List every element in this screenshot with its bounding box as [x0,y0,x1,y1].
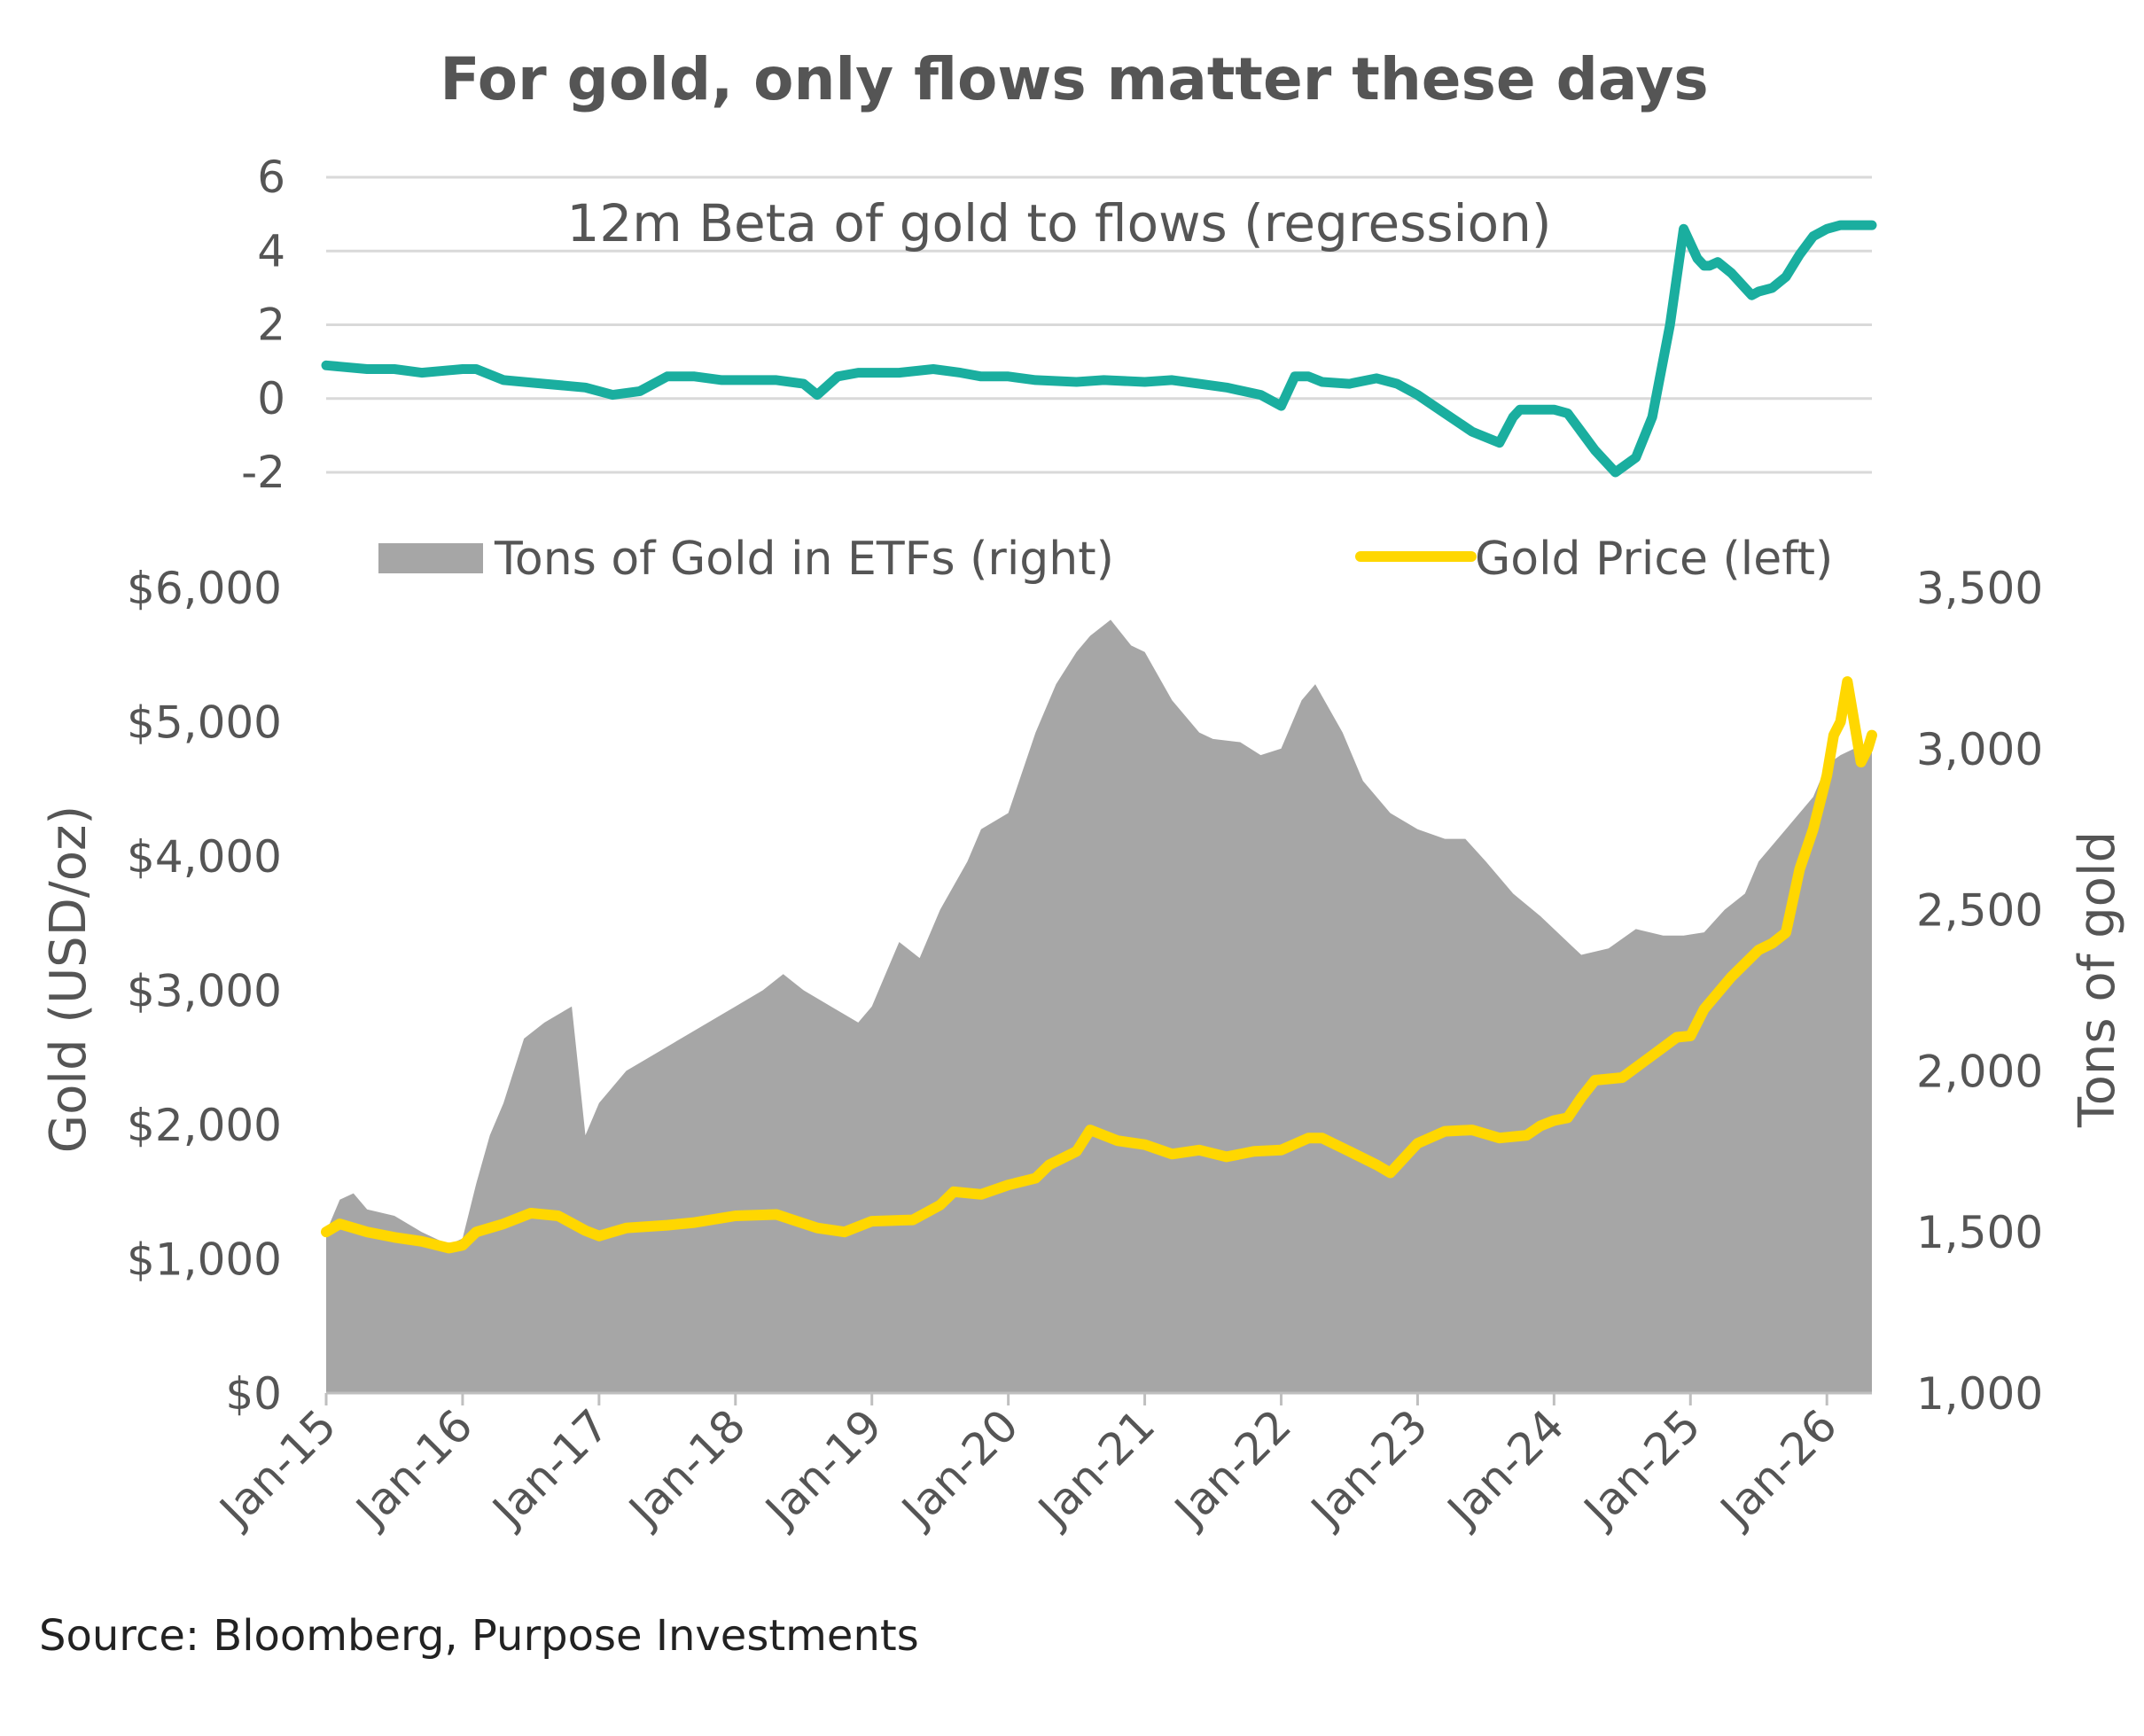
legend-swatch-etf-area [378,543,483,573]
beta-panel-subtitle: 12m Beta of gold to flows (regression) [566,193,1551,253]
x-axis-tick-label: Jan-17 [481,1399,619,1537]
right-y-tick-label: 3,000 [1916,724,2043,775]
left-y-tick-label: $2,000 [127,1100,282,1151]
x-axis-tick-label: Jan-18 [618,1399,755,1537]
beta-panel: 6 4 2 0 -2 12m Beta of gold to flows (regres… [241,152,1877,498]
beta-y-tick-label: -2 [241,447,285,498]
left-y-tick-label: $1,000 [127,1234,282,1286]
gold-panel: Jan-15 Jan-16 Jan-17 Jan-18 Jan-19 Jan-20 Jan-… [40,563,2126,1537]
right-axis-title: Tons of gold [2069,831,2126,1128]
legend: Tons of Gold in ETFs (right) Gold Price … [378,533,1833,586]
left-y-tick-label: $6,000 [127,563,282,614]
right-y-tick-labels: 3,500 3,000 2,500 2,000 1,500 1,000 [1916,563,2043,1420]
x-axis-ticks [324,1393,1828,1405]
right-y-tick-label: 2,000 [1916,1046,2043,1097]
x-axis-tick-labels: Jan-15 Jan-16 Jan-17 Jan-18 Jan-19 Jan-20 Jan-… [208,1399,1847,1537]
right-y-tick-label: 2,500 [1916,885,2043,937]
x-axis-tick-label: Jan-25 [1572,1399,1710,1537]
x-axis-tick-label: Jan-15 [208,1399,346,1537]
left-y-tick-label: $0 [225,1368,282,1420]
etf-tons-area [326,619,1872,1393]
legend-label-gold: Gold Price (left) [1475,533,1833,586]
right-y-tick-label: 1,000 [1916,1368,2043,1420]
left-y-tick-label: $3,000 [127,966,282,1017]
legend-label-etf: Tons of Gold in ETFs (right) [494,533,1114,586]
x-axis-tick-label: Jan-21 [1027,1399,1165,1537]
left-axis-title: Gold (USD/oz) [40,806,97,1153]
gold-price-line [321,676,1877,1254]
right-y-tick-label: 1,500 [1916,1207,2043,1258]
chart-title: For gold, only flows matter these days [440,45,1708,113]
beta-series-line [321,220,1877,478]
left-y-tick-label: $4,000 [127,831,282,883]
x-axis-tick-label: Jan-20 [891,1399,1028,1537]
beta-y-tick-label: 6 [257,152,285,203]
left-y-tick-labels: $6,000 $5,000 $4,000 $3,000 $2,000 $1,000 $0 [127,563,282,1420]
x-axis-tick-label: Jan-19 [754,1399,892,1537]
x-axis-tick-label: Jan-24 [1436,1399,1573,1537]
beta-y-tick-label: 2 [257,300,285,351]
source-note: Source: Bloomberg, Purpose Investments [39,1611,919,1661]
x-axis-tick-label: Jan-26 [1709,1399,1846,1537]
beta-gridlines [326,175,1872,474]
left-y-tick-label: $5,000 [127,697,282,749]
beta-y-tick-labels: 6 4 2 0 -2 [241,152,285,498]
beta-y-tick-label: 4 [257,225,285,276]
x-axis-tick-label: Jan-16 [345,1399,482,1537]
x-axis-tick-label: Jan-23 [1299,1399,1437,1537]
beta-y-tick-label: 0 [257,373,285,424]
x-axis-tick-label: Jan-22 [1164,1399,1301,1537]
right-y-tick-label: 3,500 [1916,563,2043,614]
